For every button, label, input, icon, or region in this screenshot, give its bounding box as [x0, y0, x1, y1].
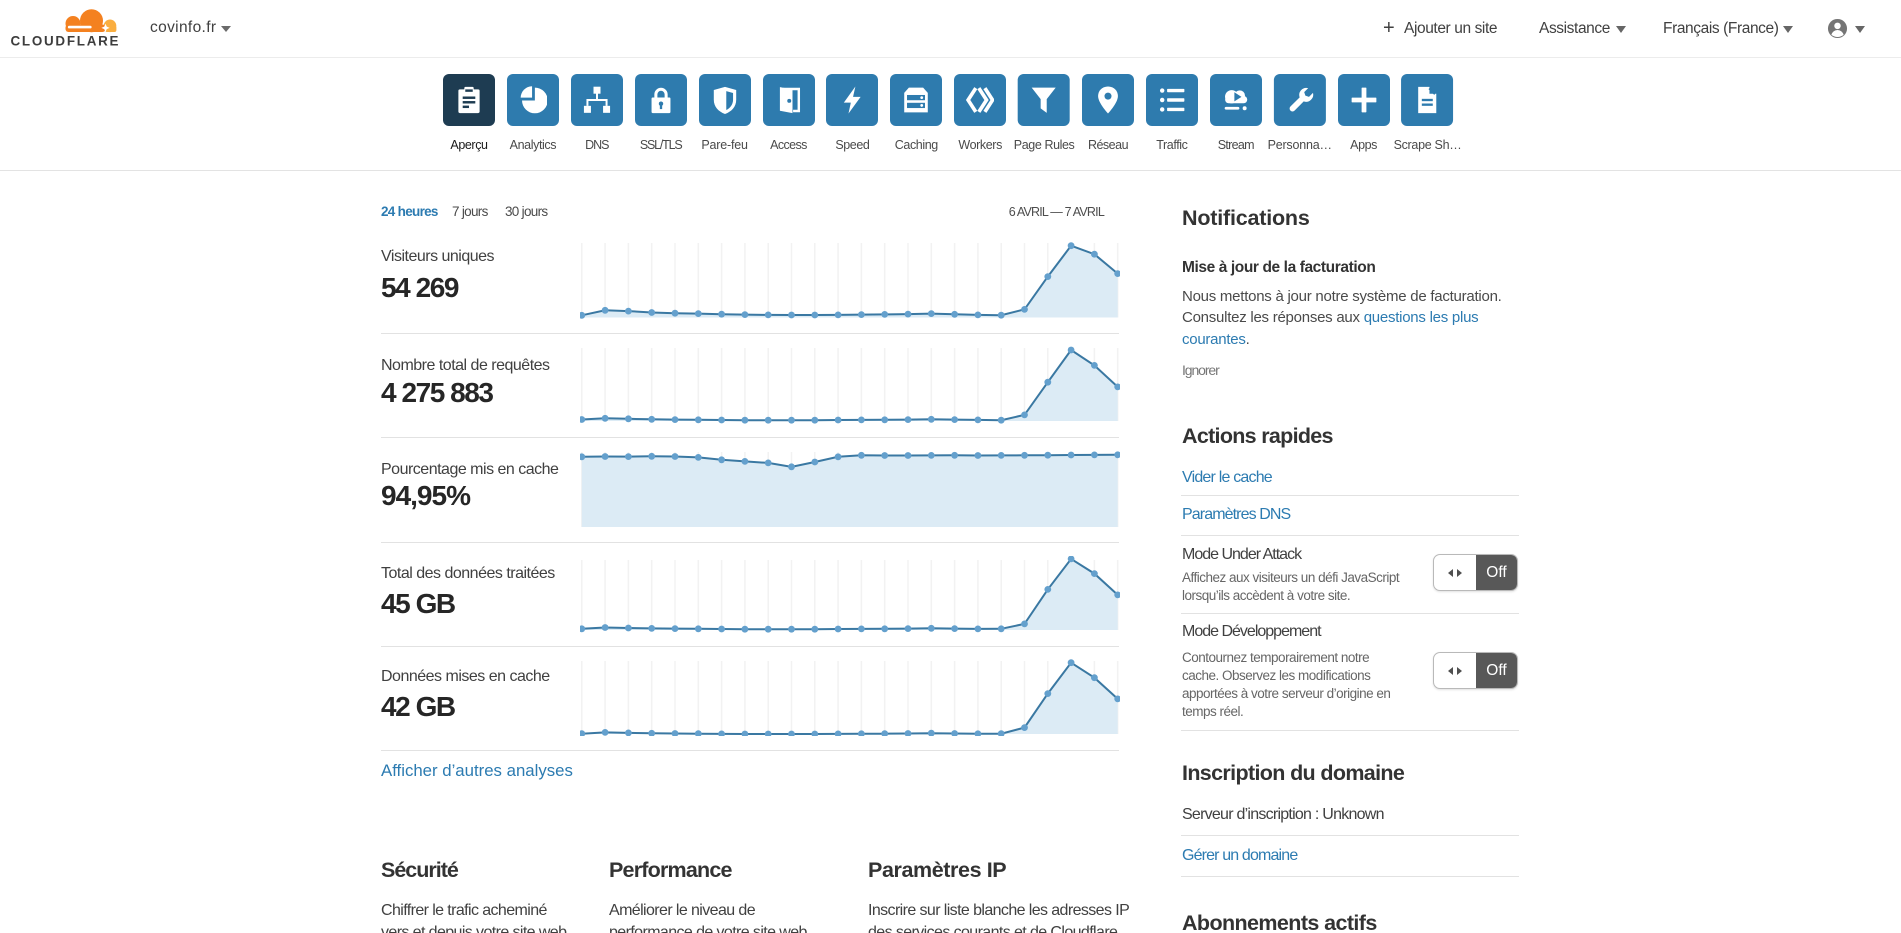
svg-text:CLOUDFLARE: CLOUDFLARE [11, 34, 121, 49]
